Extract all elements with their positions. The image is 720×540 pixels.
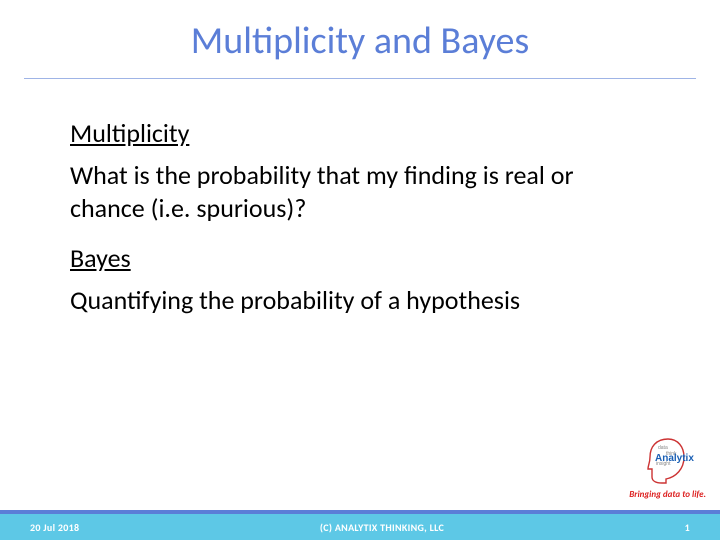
paragraph-bayes: Quantifying the probability of a hypothe… <box>70 284 650 317</box>
logo-icon: data think insight Analytix <box>638 435 698 487</box>
svg-text:Analytix: Analytix <box>655 453 694 464</box>
logo-tagline: Bringing data to life. <box>629 489 706 500</box>
slide: Multiplicity and Bayes Multiplicity What… <box>0 0 720 540</box>
footer-copyright: (C) ANALYTIX THINKING, LLC <box>320 521 444 534</box>
footer-page-number: 1 <box>685 521 690 534</box>
footer-bar: 20 Jul 2018 (C) ANALYTIX THINKING, LLC 1 <box>0 514 720 540</box>
logo-area: data think insight Analytix Bringing dat… <box>629 435 706 500</box>
section-heading-bayes: Bayes <box>70 242 650 274</box>
body-area: Multiplicity What is the probability tha… <box>0 79 720 540</box>
paragraph-multiplicity: What is the probability that my finding … <box>70 159 650 224</box>
footer-date: 20 Jul 2018 <box>30 521 79 534</box>
section-heading-multiplicity: Multiplicity <box>70 117 650 149</box>
title-area: Multiplicity and Bayes <box>0 0 720 74</box>
slide-title: Multiplicity and Bayes <box>0 18 720 64</box>
